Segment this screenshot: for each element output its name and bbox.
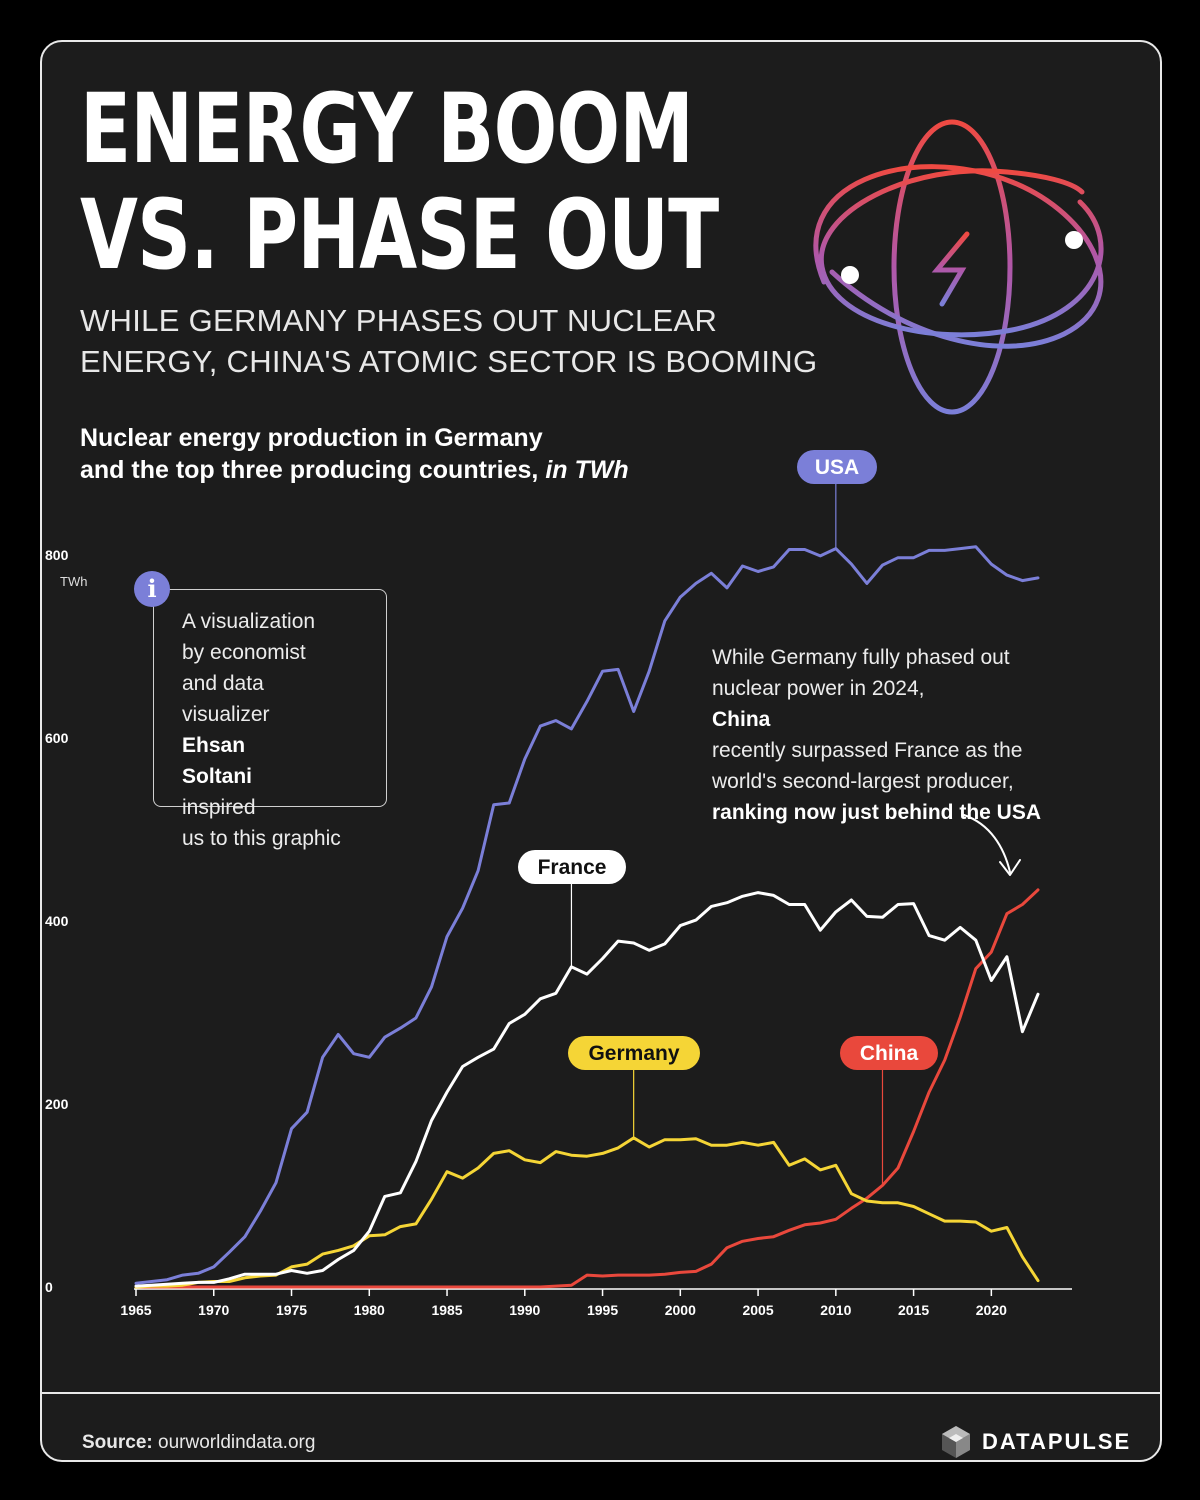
- subtitle-line-2: ENERGY, CHINA'S ATOMIC SECTOR IS BOOMING: [80, 344, 818, 379]
- x-tick-label: 1995: [587, 1302, 618, 1318]
- info-line-3: and data: [182, 672, 264, 695]
- info-line-4a: visualizer: [182, 703, 270, 726]
- brand-name: DATAPULSE: [982, 1429, 1132, 1454]
- series-label-germany: Germany: [588, 1042, 679, 1065]
- series-label-pill-germany: [568, 1036, 700, 1070]
- x-tick-label: 1965: [120, 1302, 151, 1318]
- annotation-line-2a: nuclear power in 2024,: [712, 677, 925, 700]
- info-line-5a: Soltani: [182, 765, 253, 788]
- series-line-china: [134, 888, 1040, 1289]
- brand: DATAPULSE: [940, 1425, 1131, 1459]
- series-label-pill-france: [518, 850, 626, 884]
- series-line-germany: [134, 1136, 1040, 1289]
- atom-icon: [813, 119, 1104, 415]
- annotation: While Germany fully phased out nuclear p…: [712, 642, 1041, 828]
- info-line-4b: Ehsan: [182, 734, 246, 757]
- source-label: Source:: [82, 1432, 153, 1453]
- x-tick-label: 1975: [276, 1302, 307, 1318]
- series-label-pill-usa: [797, 450, 877, 484]
- chart-heading-line-2: and the top three producing countries,: [80, 456, 539, 484]
- x-tick-label: 2010: [820, 1302, 851, 1318]
- annotation-line-5: ranking now just behind the USA: [712, 801, 1042, 824]
- y-tick-label: 0: [45, 1279, 53, 1295]
- title-line-1: ENERGY BOOM: [80, 73, 694, 185]
- annotation-line-4: world's second-largest producer,: [712, 770, 1014, 793]
- y-tick-label: 800: [45, 547, 69, 563]
- annotation-line-1: While Germany fully phased out: [712, 646, 1010, 669]
- info-line-6: us to this graphic: [182, 827, 341, 850]
- subtitle: WHILE GERMANY PHASES OUT NUCLEAR ENERGY,…: [80, 300, 817, 382]
- page-title: ENERGY BOOM VS. PHASE OUT: [80, 73, 719, 291]
- series-label-france: France: [538, 856, 607, 879]
- chart-heading-line-1: Nuclear energy production in Germany: [80, 424, 543, 452]
- x-tick-label: 2005: [742, 1302, 773, 1318]
- info-line-5b: inspired: [182, 796, 256, 819]
- x-tick-label: 1980: [354, 1302, 385, 1318]
- y-tick-label: 400: [45, 913, 69, 929]
- chart-heading-unit: in TWh: [545, 456, 629, 484]
- info-text: A visualization by economist and data vi…: [182, 606, 341, 854]
- x-tick-label: 2015: [898, 1302, 929, 1318]
- y-axis-unit-label: TWh: [60, 574, 87, 589]
- annotation-arrowhead: [999, 859, 1021, 876]
- y-tick-label: 200: [45, 1096, 69, 1112]
- y-tick-label: 600: [45, 730, 69, 746]
- x-tick-label: 1970: [198, 1302, 229, 1318]
- chart-heading: Nuclear energy production in Germany and…: [80, 422, 629, 486]
- info-line-1: A visualization: [182, 610, 316, 633]
- subtitle-line-1: WHILE GERMANY PHASES OUT NUCLEAR: [80, 303, 718, 338]
- source-value: ourworldindata.org: [158, 1432, 316, 1453]
- series-line-usa: [134, 545, 1040, 1285]
- annotation-arrow: [963, 814, 1011, 873]
- title-line-2: VS. PHASE OUT: [80, 179, 719, 291]
- series-label-pill-china: [840, 1036, 938, 1070]
- x-tick-label: 1985: [431, 1302, 462, 1318]
- series-label-china: China: [860, 1042, 919, 1065]
- x-tick-label: 2020: [976, 1302, 1007, 1318]
- x-tick-label: 2000: [665, 1302, 696, 1318]
- footer-divider: [42, 1392, 1160, 1394]
- infographic-card: ENERGY BOOM VS. PHASE OUT WHILE GERMANY …: [40, 40, 1162, 1462]
- series-label-usa: USA: [815, 456, 859, 479]
- info-line-2: by economist: [182, 641, 306, 664]
- info-icon: i: [134, 571, 170, 607]
- annotation-line-2b: China: [712, 708, 771, 731]
- datapulse-logo-icon: [942, 1426, 970, 1458]
- annotation-line-3: recently surpassed France as the: [712, 739, 1023, 762]
- series-line-france: [134, 891, 1040, 1288]
- x-tick-label: 1990: [509, 1302, 540, 1318]
- source-credit: Source: ourworldindata.org: [82, 1432, 315, 1454]
- info-box: A visualization by economist and data vi…: [153, 589, 387, 850]
- line-chart: 1965 1970 1975 1980 1985 1990 1995 2000 2005 2010…: [45, 450, 1072, 1318]
